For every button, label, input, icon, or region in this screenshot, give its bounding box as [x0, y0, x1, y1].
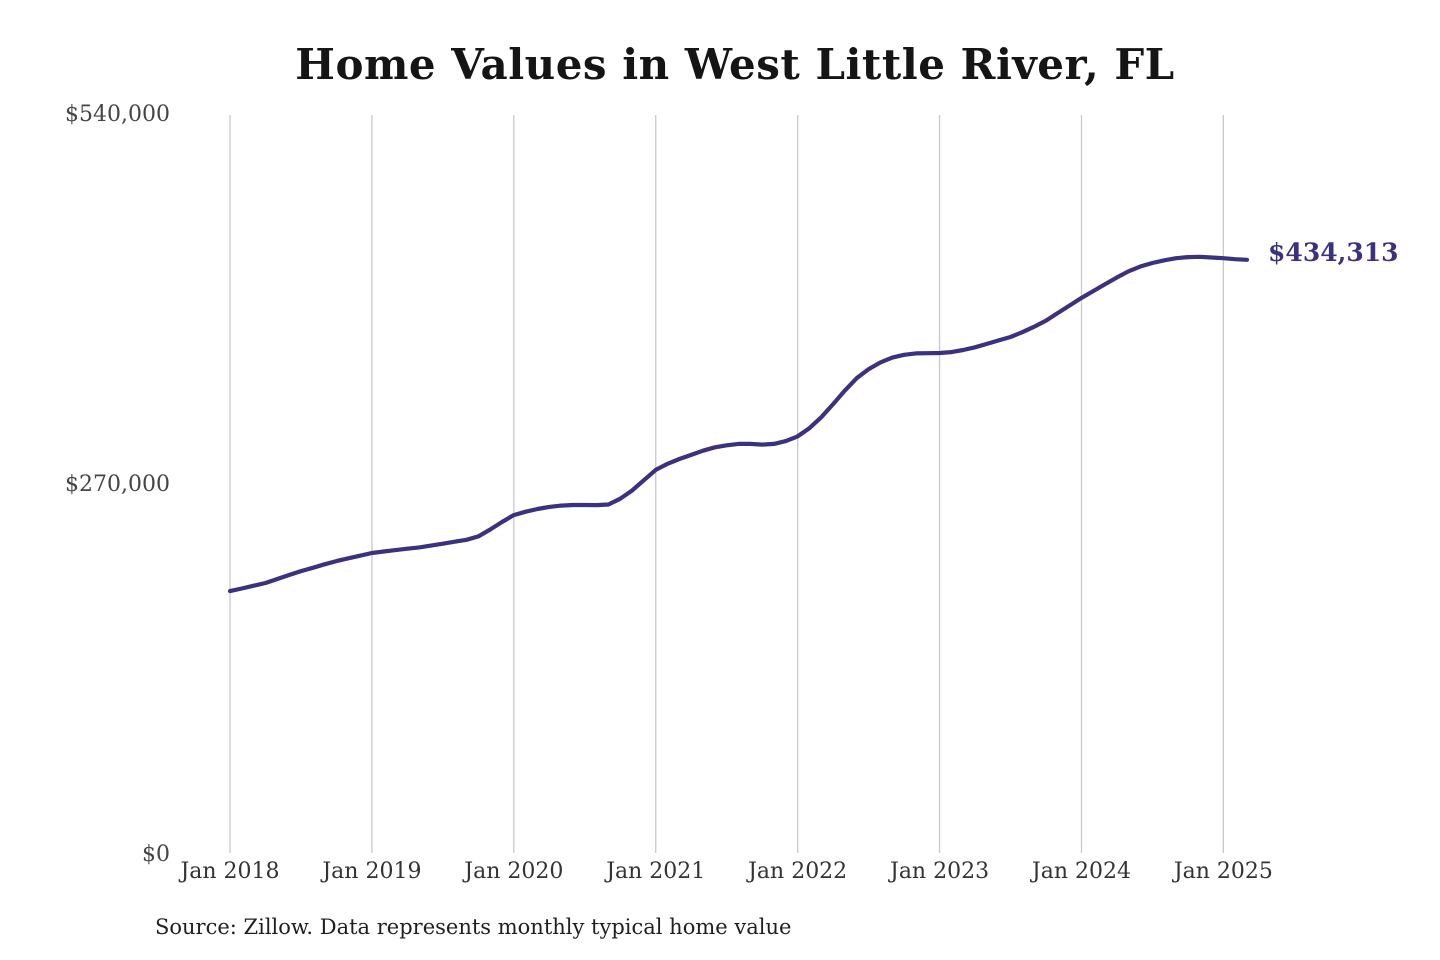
x-axis-tick-label: Jan 2022	[748, 859, 848, 884]
chart-title: Home Values in West Little River, FL	[295, 40, 1175, 89]
x-axis-tick-label: Jan 2021	[606, 859, 706, 884]
x-axis-tick-label: Jan 2018	[180, 859, 280, 884]
y-axis-tick-label: $0	[142, 842, 170, 867]
x-axis-tick-label: Jan 2020	[464, 859, 564, 884]
source-note: Source: Zillow. Data represents monthly …	[155, 915, 792, 939]
y-axis-tick-label: $270,000	[65, 472, 170, 497]
x-axis-tick-label: Jan 2019	[322, 859, 422, 884]
latest-value-label: $434,313	[1268, 237, 1399, 267]
x-axis-tick-label: Jan 2023	[890, 859, 990, 884]
x-axis-tick-label: Jan 2024	[1031, 859, 1132, 884]
y-axis-tick-label: $540,000	[65, 102, 170, 127]
x-axis-tick-label: Jan 2025	[1173, 859, 1273, 884]
home-value-series-line	[227, 254, 1250, 594]
